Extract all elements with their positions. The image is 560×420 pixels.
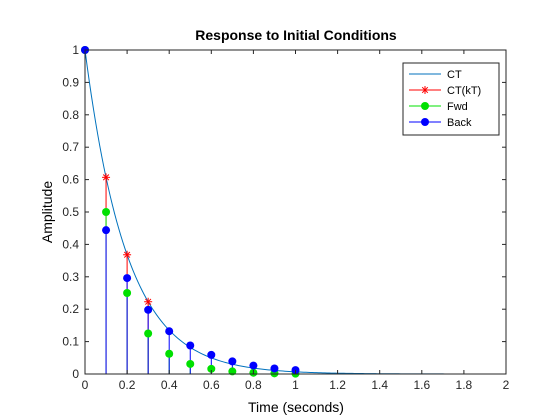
x-tick-label: 0.6 (203, 378, 220, 392)
fwd-point (144, 329, 153, 338)
x-tick-label: 0.2 (119, 378, 136, 392)
back-point (207, 350, 216, 359)
back-point (144, 305, 153, 314)
y-tick-label: 0.3 (62, 270, 79, 284)
x-tick-label: 0 (82, 378, 89, 392)
x-axis-label: Time (seconds) (248, 399, 344, 415)
legend-marker-fwd (421, 102, 429, 110)
legend-label-ct-kt-: CT(kT) (447, 85, 481, 97)
y-tick-label: 1 (72, 43, 79, 57)
ct-kt--point (102, 173, 111, 182)
x-tick-label: 1.4 (371, 378, 388, 392)
fwd-point (207, 364, 216, 373)
y-tick-label: 0.8 (62, 108, 79, 122)
y-tick-label: 0.7 (62, 140, 79, 154)
legend-label-back: Back (447, 117, 472, 129)
back-point (249, 361, 258, 370)
y-tick-label: 0.1 (62, 335, 79, 349)
fwd-point (186, 359, 195, 368)
x-tick-label: 0.4 (161, 378, 178, 392)
x-tick-label: 0.8 (245, 378, 262, 392)
ct-kt--point (123, 250, 132, 259)
x-tick-label: 1 (292, 378, 299, 392)
back-point (123, 274, 132, 283)
y-tick-label: 0.9 (62, 75, 79, 89)
back-point (165, 327, 174, 336)
back-point (186, 341, 195, 350)
axis-ticks: 0 0.2 0.4 0.6 0.8 1 1.2 1.4 1.6 1.8 2 0 0.1 0.2 0.3 0.4… (62, 43, 509, 392)
fwd-point (228, 367, 237, 376)
legend-box (402, 62, 500, 136)
ct-kt--point (144, 297, 153, 306)
y-tick-label: 0.6 (62, 173, 79, 187)
legend-marker-back (421, 118, 429, 126)
fwd-point (102, 208, 111, 216)
legend-label-fwd: Fwd (447, 101, 468, 113)
y-tick-label: 0.4 (62, 237, 79, 251)
x-tick-label: 1.2 (329, 378, 346, 392)
y-tick-label: 0 (72, 367, 79, 381)
x-tick-label: 1.8 (456, 378, 473, 392)
y-axis-label: Amplitude (39, 181, 55, 243)
x-tick-label: 1.6 (413, 378, 430, 392)
legend-marker-ct-kt- (421, 86, 429, 94)
legend: CT CT(kT) Fwd Back (402, 62, 500, 136)
legend-label-ct: CT (447, 69, 462, 81)
y-tick-label: 0.5 (62, 205, 79, 219)
back-point (102, 226, 111, 235)
fwd-point (123, 289, 132, 297)
back-point (270, 364, 279, 373)
back-point (228, 357, 237, 366)
x-tick-label: 2 (503, 378, 510, 392)
fwd-point (165, 349, 174, 358)
y-tick-label: 0.2 (62, 302, 79, 316)
chart-title: Response to Initial Conditions (195, 27, 397, 43)
